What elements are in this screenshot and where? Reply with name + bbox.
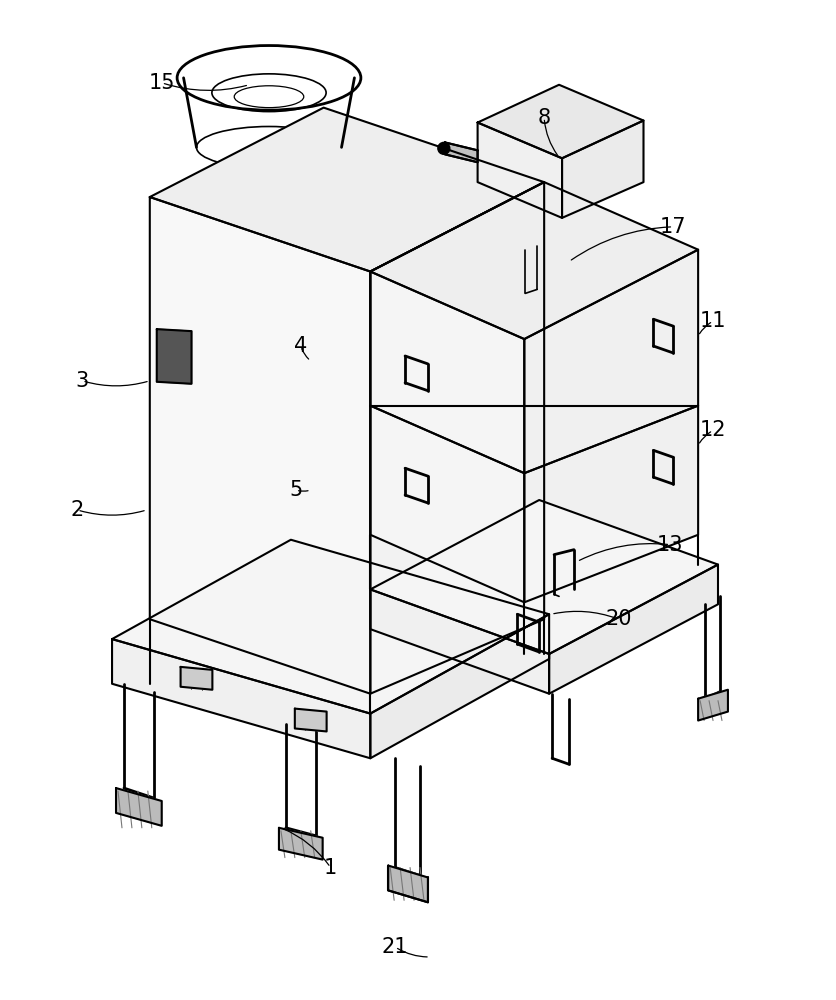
Text: 1: 1 [324, 858, 337, 878]
Text: 2: 2 [70, 500, 84, 520]
Polygon shape [150, 108, 543, 272]
Polygon shape [697, 690, 727, 721]
Text: 12: 12 [699, 420, 726, 440]
Polygon shape [523, 250, 697, 473]
Polygon shape [477, 123, 561, 218]
Text: 17: 17 [660, 217, 686, 237]
Polygon shape [112, 639, 370, 758]
Polygon shape [370, 272, 523, 473]
Polygon shape [523, 406, 697, 602]
Text: 20: 20 [604, 609, 631, 629]
Polygon shape [370, 589, 548, 694]
Text: 21: 21 [381, 937, 408, 957]
Polygon shape [156, 329, 191, 384]
Polygon shape [370, 182, 697, 339]
Text: 3: 3 [75, 371, 89, 391]
Polygon shape [181, 667, 212, 690]
Polygon shape [294, 709, 326, 731]
Polygon shape [370, 182, 543, 694]
Polygon shape [370, 614, 548, 758]
Polygon shape [548, 565, 717, 694]
Polygon shape [370, 500, 717, 654]
Text: 8: 8 [537, 108, 550, 128]
Text: 4: 4 [293, 336, 307, 356]
Text: 15: 15 [148, 73, 175, 93]
Text: 5: 5 [289, 480, 302, 500]
Ellipse shape [523, 242, 538, 249]
Polygon shape [561, 121, 643, 218]
Polygon shape [370, 406, 523, 602]
Polygon shape [112, 540, 548, 714]
Circle shape [437, 142, 449, 154]
Polygon shape [477, 85, 643, 158]
Text: 11: 11 [699, 311, 726, 331]
Polygon shape [444, 142, 477, 162]
Polygon shape [116, 788, 161, 826]
Polygon shape [278, 828, 322, 860]
Text: 13: 13 [656, 535, 683, 555]
Polygon shape [150, 197, 370, 694]
Polygon shape [388, 866, 427, 902]
